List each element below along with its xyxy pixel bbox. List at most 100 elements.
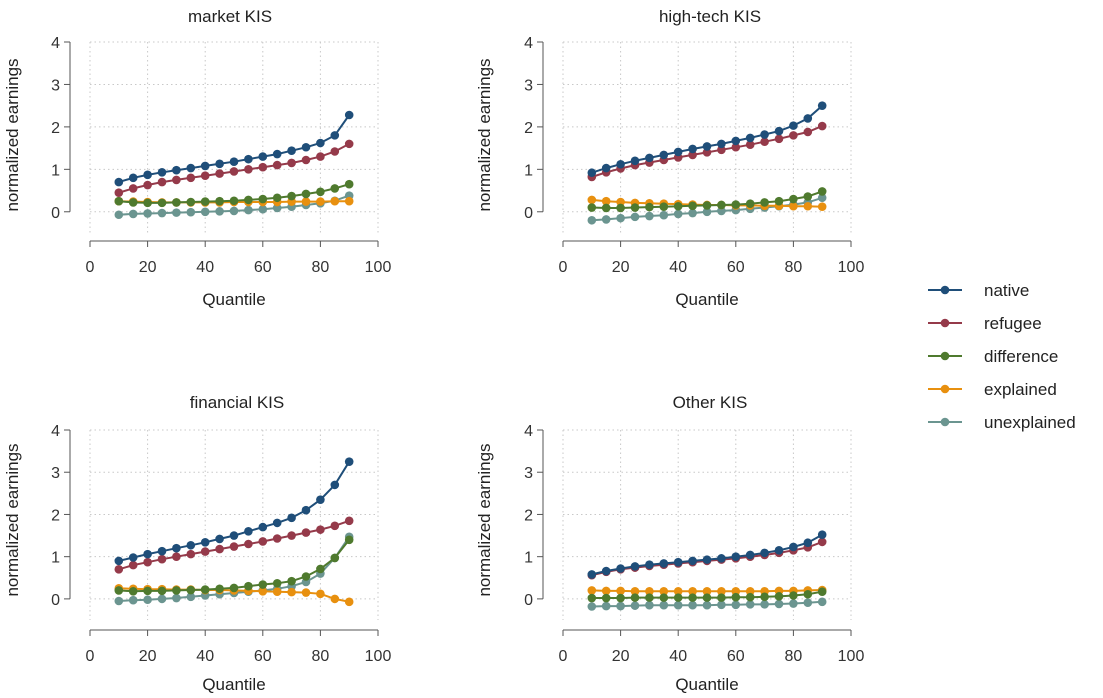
- data-point-refugee: [344, 516, 354, 526]
- data-point-difference: [229, 196, 239, 206]
- data-point-explained: [330, 594, 340, 604]
- data-point-unexplained: [157, 594, 167, 604]
- data-point-unexplained: [229, 206, 239, 216]
- data-point-refugee: [215, 169, 224, 178]
- data-point-refugee: [157, 177, 167, 187]
- data-point-difference: [200, 585, 210, 594]
- data-point-refugee: [200, 547, 210, 556]
- data-point-native: [215, 534, 224, 544]
- data-point-difference: [817, 587, 827, 597]
- data-point-difference: [244, 581, 253, 591]
- data-point-unexplained: [630, 212, 640, 222]
- data-point-refugee: [731, 142, 741, 152]
- data-point-native: [229, 157, 239, 166]
- data-point-native: [789, 121, 798, 130]
- data-point-unexplained: [200, 207, 210, 217]
- x-tick-label: 60: [727, 259, 745, 276]
- series-line-native: [591, 104, 823, 174]
- data-point-native: [587, 570, 597, 579]
- y-tick-label: 3: [524, 465, 533, 482]
- data-point-unexplained: [673, 209, 683, 219]
- chart-title: market KIS: [188, 7, 272, 26]
- data-point-native: [616, 564, 625, 573]
- data-point-native: [287, 146, 296, 155]
- x-tick-label: 0: [559, 259, 568, 276]
- data-point-unexplained: [630, 601, 640, 610]
- data-point-native: [229, 531, 239, 540]
- data-point-difference: [731, 592, 741, 602]
- data-point-difference: [143, 586, 152, 596]
- data-point-native: [731, 136, 741, 146]
- data-point-explained: [316, 589, 325, 599]
- data-point-refugee: [229, 167, 239, 176]
- data-point-native: [688, 556, 697, 566]
- data-point-native: [244, 154, 253, 164]
- y-axis-label: normalized earnings: [3, 443, 22, 596]
- data-point-explained: [673, 586, 683, 596]
- data-point-refugee: [717, 145, 726, 155]
- data-point-unexplained: [688, 600, 697, 610]
- data-point-difference: [316, 187, 325, 197]
- y-tick-label: 1: [51, 162, 60, 179]
- data-point-difference: [229, 583, 239, 593]
- data-point-refugee: [316, 152, 325, 161]
- x-tick-label: 20: [139, 259, 157, 276]
- x-tick-label: 100: [365, 259, 392, 276]
- data-point-native: [143, 170, 152, 180]
- data-point-explained: [301, 197, 311, 206]
- data-point-difference: [128, 198, 138, 207]
- data-point-difference: [172, 586, 181, 595]
- data-point-unexplained: [645, 600, 654, 610]
- y-tick-label: 3: [524, 77, 533, 94]
- data-point-unexplained: [215, 207, 224, 216]
- data-point-explained: [601, 586, 611, 596]
- data-point-unexplained: [157, 208, 167, 218]
- y-tick-label: 1: [51, 550, 60, 567]
- data-point-native: [673, 147, 683, 157]
- data-point-explained: [731, 586, 741, 596]
- data-point-difference: [316, 564, 325, 574]
- legend-swatch-marker: [940, 318, 950, 328]
- data-point-explained: [659, 586, 669, 596]
- data-point-difference: [688, 201, 697, 211]
- x-tick-label: 40: [196, 259, 214, 276]
- data-point-difference: [760, 592, 769, 602]
- data-point-refugee: [789, 131, 798, 140]
- data-point-difference: [789, 591, 798, 600]
- y-axis-label: normalized earnings: [3, 58, 22, 211]
- data-point-difference: [587, 203, 597, 212]
- data-point-refugee: [817, 537, 827, 547]
- data-point-unexplained: [128, 595, 138, 605]
- data-point-refugee: [143, 557, 152, 567]
- data-point-difference: [803, 589, 813, 599]
- data-point-native: [330, 131, 340, 140]
- data-point-difference: [659, 593, 669, 602]
- data-point-difference: [215, 584, 224, 594]
- data-point-native: [760, 130, 769, 139]
- data-point-explained: [316, 197, 325, 206]
- x-tick-label: 60: [254, 648, 272, 665]
- x-axis-label: Quantile: [675, 290, 738, 309]
- data-point-native: [789, 542, 798, 552]
- y-tick-label: 0: [51, 592, 60, 609]
- data-point-refugee: [143, 180, 152, 190]
- x-tick-label: 80: [312, 259, 330, 276]
- data-point-native: [803, 538, 813, 548]
- data-point-refugee: [316, 525, 325, 534]
- x-axis-label: Quantile: [675, 675, 738, 694]
- data-point-native: [717, 139, 726, 149]
- data-point-unexplained: [601, 215, 611, 224]
- data-point-difference: [301, 189, 311, 199]
- data-point-difference: [673, 593, 683, 602]
- data-point-unexplained: [616, 601, 625, 611]
- y-tick-label: 2: [524, 507, 533, 524]
- data-point-refugee: [301, 155, 311, 165]
- data-point-difference: [301, 572, 311, 581]
- data-point-refugee: [344, 139, 354, 149]
- data-point-refugee: [186, 173, 196, 183]
- data-point-difference: [601, 203, 611, 213]
- data-point-difference: [258, 580, 268, 589]
- data-point-native: [817, 101, 827, 110]
